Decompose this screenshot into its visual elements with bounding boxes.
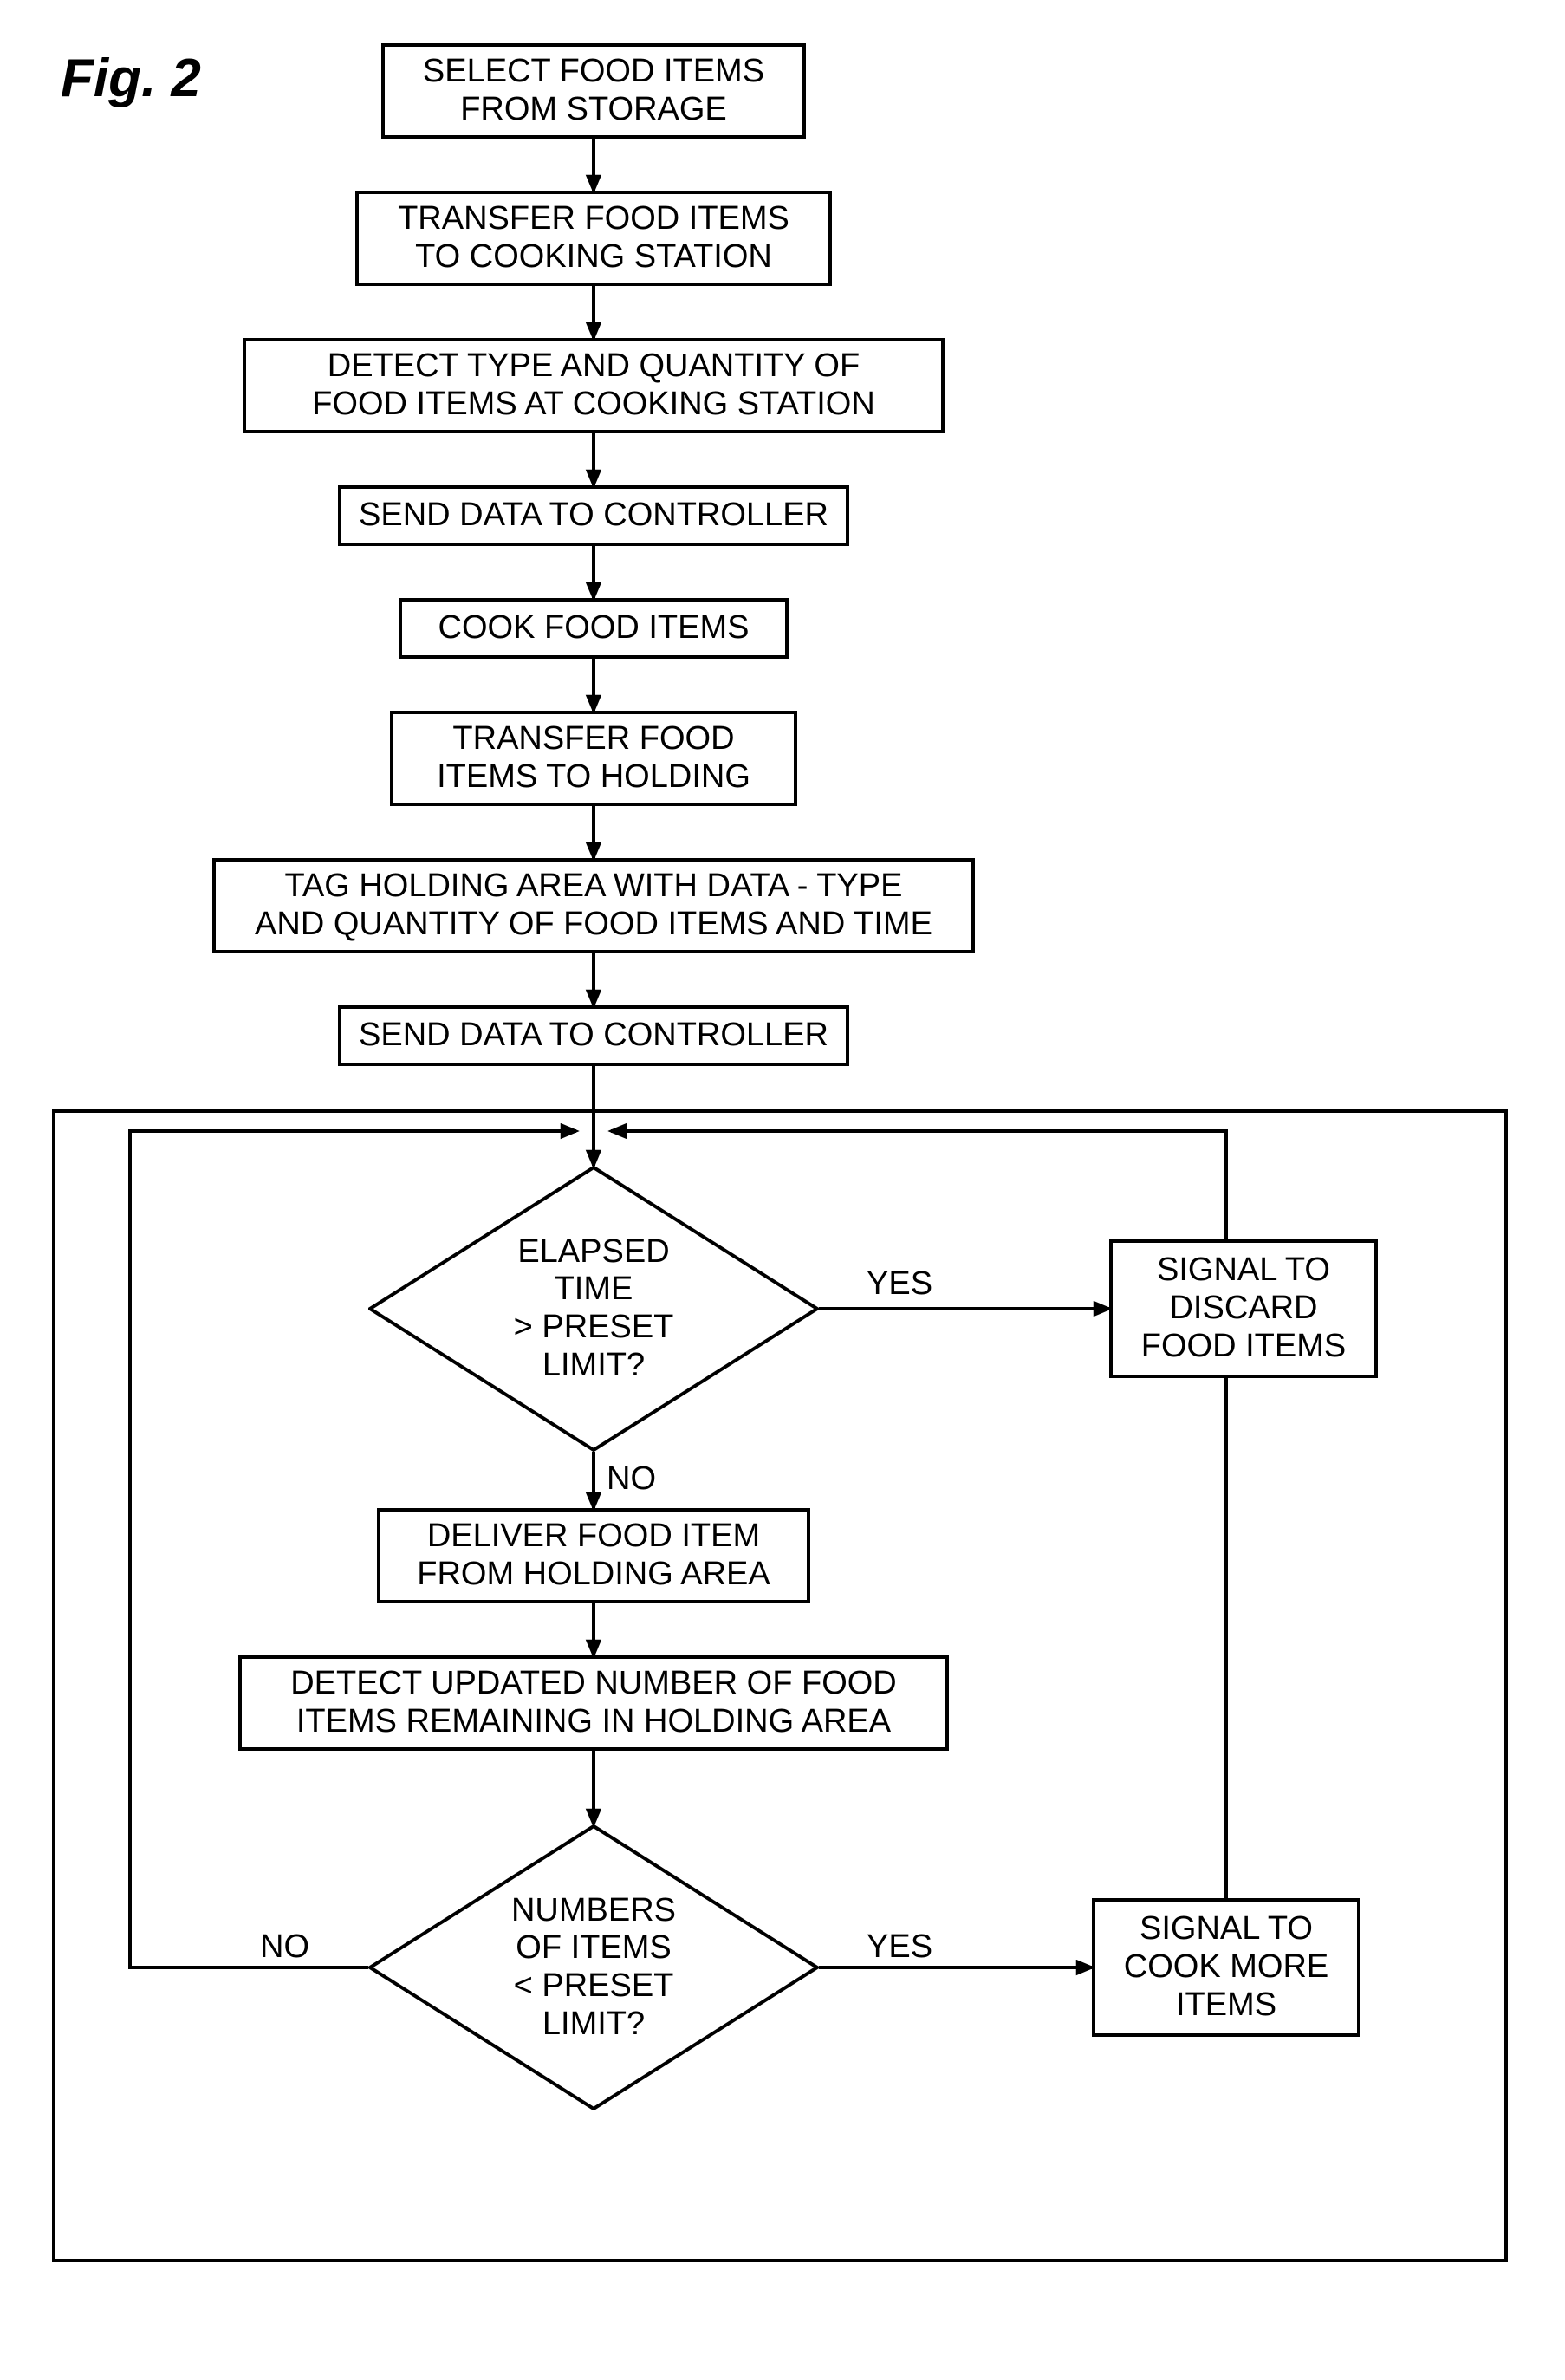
node-send-data-1: SEND DATA TO CONTROLLER (338, 485, 849, 546)
node-signal-cook-more: SIGNAL TOCOOK MOREITEMS (1092, 1898, 1360, 2037)
edge-label-yes-8: YES (867, 1265, 932, 1303)
node-deliver-food: DELIVER FOOD ITEMFROM HOLDING AREA (377, 1508, 810, 1603)
decision-number-items-text: NUMBERSOF ITEMS< PRESETLIMIT? (368, 1824, 819, 2110)
node-tag-holding: TAG HOLDING AREA WITH DATA - TYPEAND QUA… (212, 858, 975, 953)
edge-label-yes-12: YES (867, 1928, 932, 1966)
decision-elapsed-time: ELAPSEDTIME> PRESETLIMIT? (368, 1166, 819, 1452)
node-send-data-2: SEND DATA TO CONTROLLER (338, 1005, 849, 1066)
node-transfer-holding: TRANSFER FOODITEMS TO HOLDING (390, 711, 797, 806)
edge-label-no-9: NO (607, 1460, 656, 1498)
decision-number-items: NUMBERSOF ITEMS< PRESETLIMIT? (368, 1824, 819, 2110)
node-detect-updated: DETECT UPDATED NUMBER OF FOODITEMS REMAI… (238, 1655, 949, 1751)
decision-elapsed-time-text: ELAPSEDTIME> PRESETLIMIT? (368, 1166, 819, 1452)
figure-title: Fig. 2 (61, 48, 201, 109)
node-detect-type: DETECT TYPE AND QUANTITY OFFOOD ITEMS AT… (243, 338, 945, 433)
node-select-food: SELECT FOOD ITEMSFROM STORAGE (381, 43, 806, 139)
edge-label-no-13: NO (260, 1928, 309, 1966)
node-transfer-cooking: TRANSFER FOOD ITEMSTO COOKING STATION (355, 191, 832, 286)
node-signal-discard: SIGNAL TODISCARDFOOD ITEMS (1109, 1239, 1378, 1378)
node-cook-food: COOK FOOD ITEMS (399, 598, 789, 659)
